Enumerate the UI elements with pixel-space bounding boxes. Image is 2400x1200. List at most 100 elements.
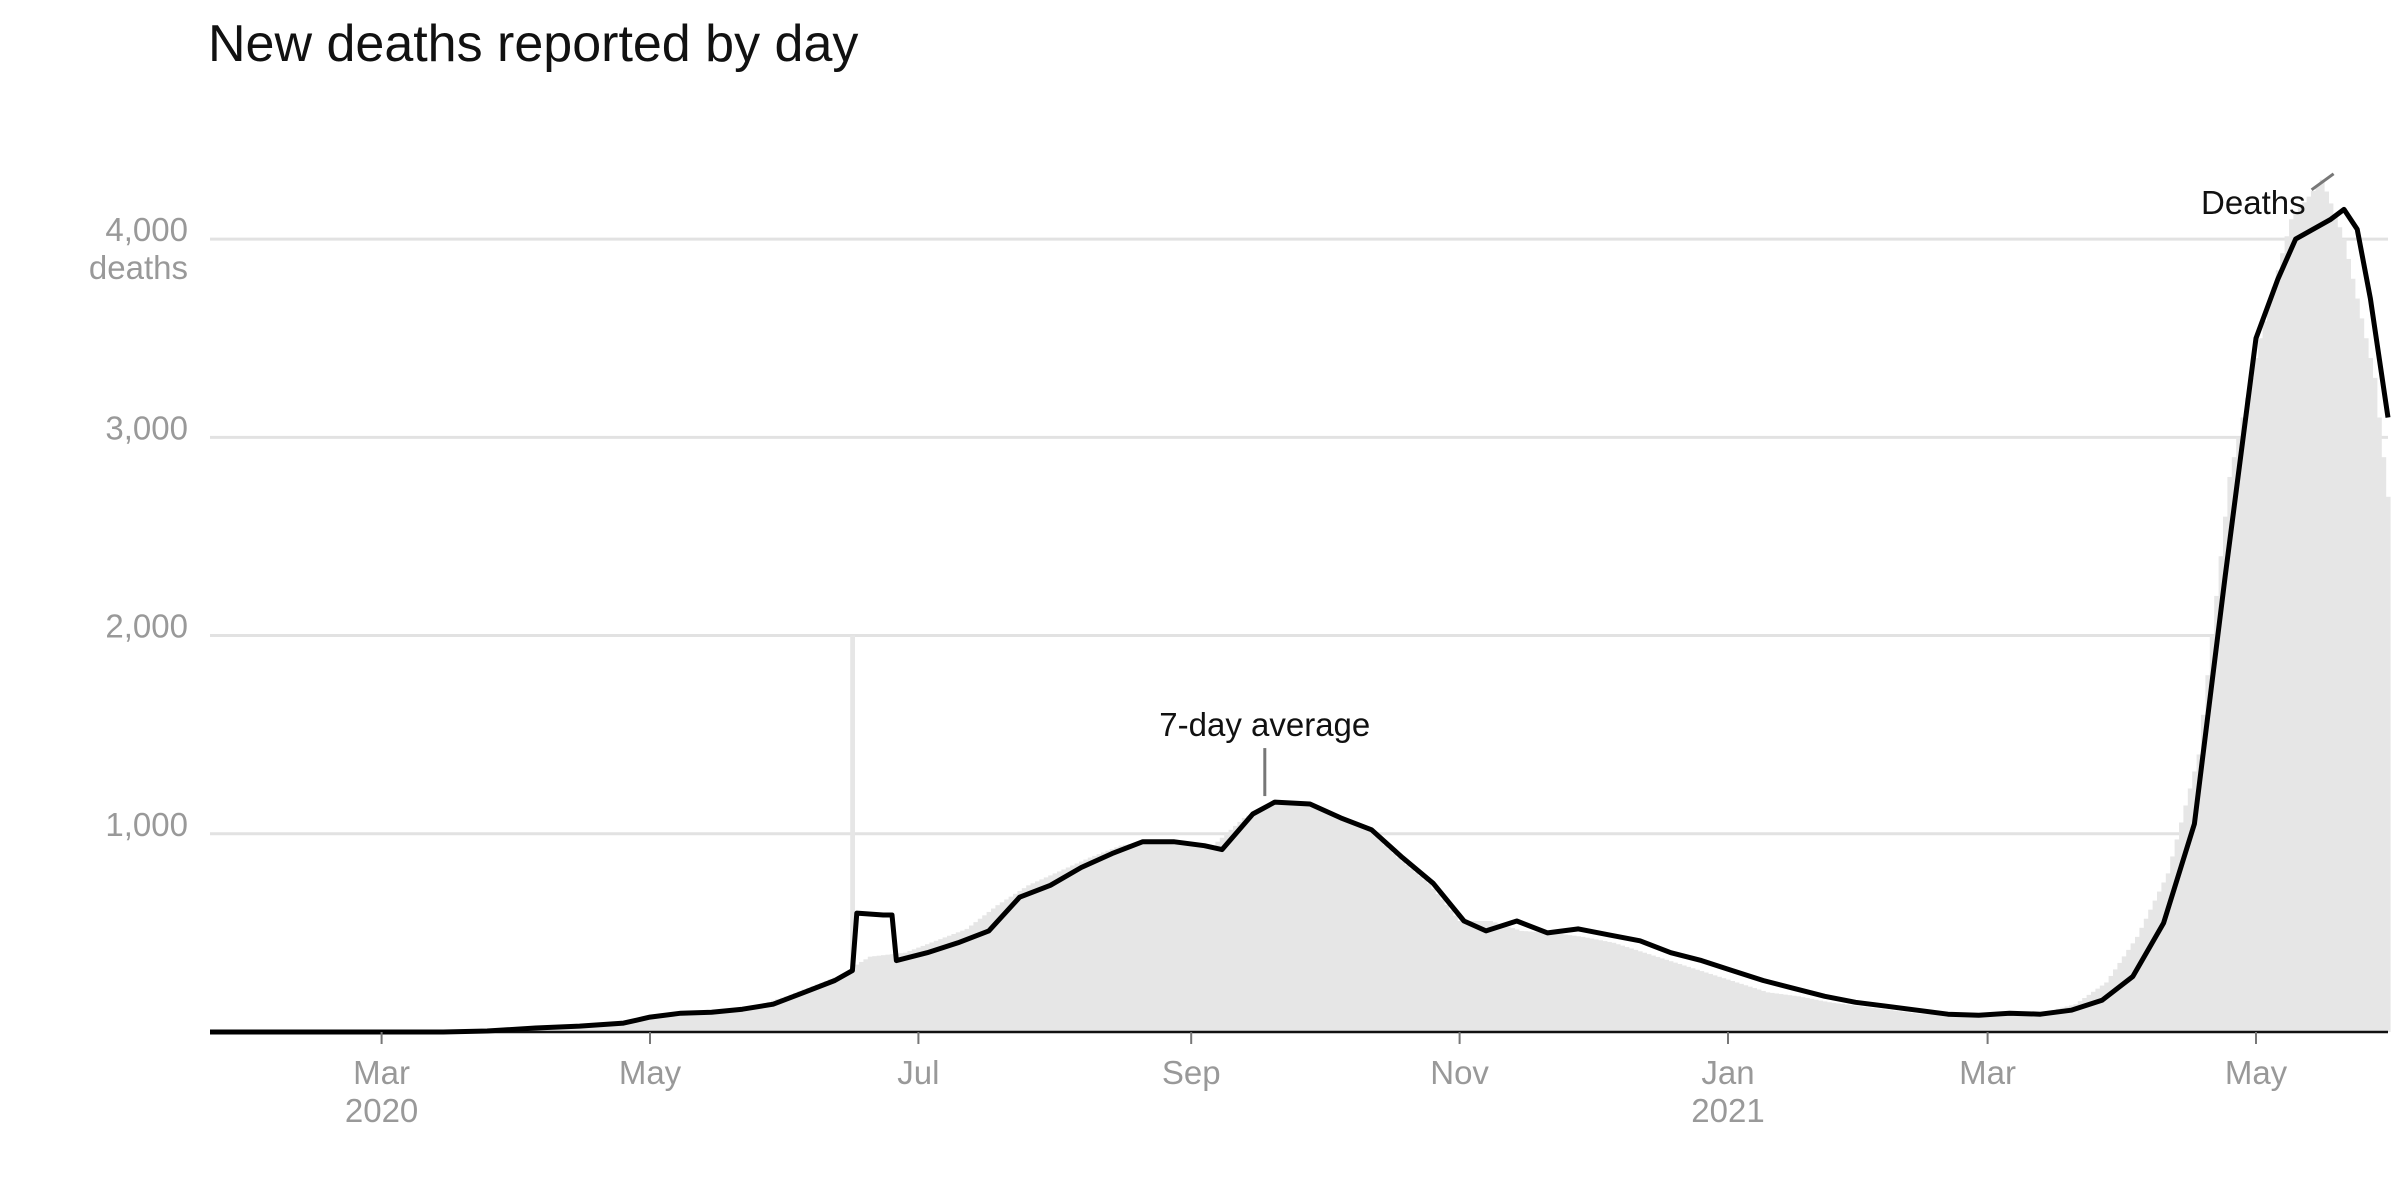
daily-bar — [1008, 896, 1014, 1032]
daily-bar — [2346, 258, 2351, 1032]
daily-bar — [1215, 841, 1221, 1032]
daily-bar — [933, 940, 939, 1032]
daily-bar — [1206, 845, 1212, 1032]
daily-bar — [1945, 1015, 1951, 1032]
daily-bar — [1527, 931, 1533, 1032]
daily-bar — [1959, 1014, 1964, 1032]
daily-bar — [1065, 867, 1071, 1032]
daily-bar — [1989, 1014, 1995, 1032]
daily-bar — [1888, 1010, 1894, 1032]
daily-bar — [1686, 966, 1691, 1032]
daily-bar — [1778, 994, 1784, 1032]
daily-bar — [1426, 883, 1432, 1032]
daily-bar — [828, 979, 833, 1032]
daily-bar — [1461, 920, 1467, 1032]
daily-bar — [1739, 983, 1744, 1032]
daily-bar — [2267, 304, 2272, 1032]
x-tick-label: Jul — [897, 1054, 939, 1091]
y-tick-label: 2,000 — [105, 608, 188, 645]
daily-bar — [1730, 981, 1735, 1032]
daily-bar — [2060, 1007, 2065, 1032]
deaths-callout-leader — [2310, 172, 2335, 192]
daily-bar — [1787, 995, 1793, 1032]
daily-bar — [2086, 994, 2092, 1032]
daily-bar — [1123, 844, 1128, 1032]
daily-bar — [1668, 961, 1674, 1032]
average-callout-label: 7-day average — [1159, 706, 1370, 743]
daily-bar — [1593, 939, 1599, 1032]
daily-bar — [1985, 1014, 1991, 1032]
daily-bar — [1519, 930, 1524, 1032]
daily-bar — [735, 1008, 741, 1032]
daily-bar — [2130, 943, 2136, 1032]
daily-bar — [1096, 854, 1102, 1032]
daily-bar — [1629, 948, 1634, 1032]
daily-bar — [2328, 203, 2334, 1033]
daily-bar — [1021, 888, 1027, 1032]
daily-bar — [1228, 829, 1234, 1032]
daily-bar — [705, 1011, 710, 1032]
daily-bar — [779, 997, 785, 1032]
daily-bar — [911, 949, 917, 1032]
chart-title: New deaths reported by day — [208, 15, 859, 73]
daily-bar — [1268, 804, 1273, 1032]
daily-bar — [793, 992, 798, 1032]
daily-bar — [1180, 841, 1185, 1032]
daily-bar — [2240, 417, 2246, 1032]
daily-bar — [1866, 1007, 1872, 1032]
daily-bar — [1844, 1004, 1850, 1032]
daily-bar — [1923, 1014, 1929, 1032]
daily-bar — [1853, 1005, 1859, 1032]
daily-bar — [1893, 1010, 1898, 1032]
daily-bar — [1633, 949, 1639, 1032]
daily-bar — [2064, 1006, 2070, 1032]
daily-bar — [806, 987, 811, 1032]
daily-bar — [1747, 986, 1753, 1032]
daily-bar — [1879, 1009, 1885, 1032]
daily-bar — [2227, 476, 2233, 1032]
daily-bar — [2020, 1014, 2026, 1032]
daily-bar — [859, 961, 864, 1032]
daily-bar — [2016, 1014, 2021, 1032]
daily-bar — [1928, 1014, 1933, 1032]
daily-bar — [749, 1006, 754, 1032]
daily-bar — [1532, 931, 1537, 1032]
daily-bar — [1840, 1003, 1845, 1032]
daily-bar — [1510, 928, 1515, 1032]
daily-bar — [625, 1022, 631, 1032]
x-tick-label: Mar — [1959, 1054, 2016, 1091]
daily-bar — [709, 1011, 715, 1032]
daily-bar — [1061, 869, 1067, 1032]
daily-bar — [1140, 841, 1146, 1032]
daily-bar — [1734, 982, 1740, 1032]
daily-bar — [2183, 805, 2189, 1032]
daily-bar — [942, 937, 948, 1032]
y-tick-label: 1,000 — [105, 806, 188, 843]
daily-bar — [1246, 815, 1251, 1032]
daily-bar — [2148, 909, 2153, 1032]
daily-bar — [2275, 270, 2281, 1032]
daily-bar — [1646, 954, 1652, 1032]
daily-bar — [718, 1010, 723, 1032]
daily-bar — [630, 1021, 635, 1032]
daily-bar — [1857, 1006, 1863, 1032]
daily-bar — [1171, 841, 1177, 1032]
daily-bar — [1514, 929, 1520, 1032]
daily-bar — [1382, 844, 1388, 1032]
daily-bar — [581, 1025, 587, 1032]
seven-day-average-layer — [210, 206, 2391, 1035]
daily-bar — [1576, 936, 1581, 1032]
daily-bar — [595, 1025, 600, 1032]
daily-bar — [1637, 951, 1643, 1032]
daily-bar — [1114, 847, 1119, 1032]
daily-bar — [999, 902, 1005, 1032]
daily-bar — [2029, 1013, 2035, 1032]
daily-bar — [771, 1000, 776, 1032]
daily-bar — [1501, 925, 1507, 1032]
daily-bar — [1620, 945, 1625, 1032]
daily-bar — [1219, 837, 1225, 1032]
daily-bar — [1422, 879, 1427, 1032]
daily-bar — [1457, 920, 1463, 1032]
daily-bar — [2117, 962, 2123, 1032]
daily-bar — [1673, 962, 1678, 1032]
